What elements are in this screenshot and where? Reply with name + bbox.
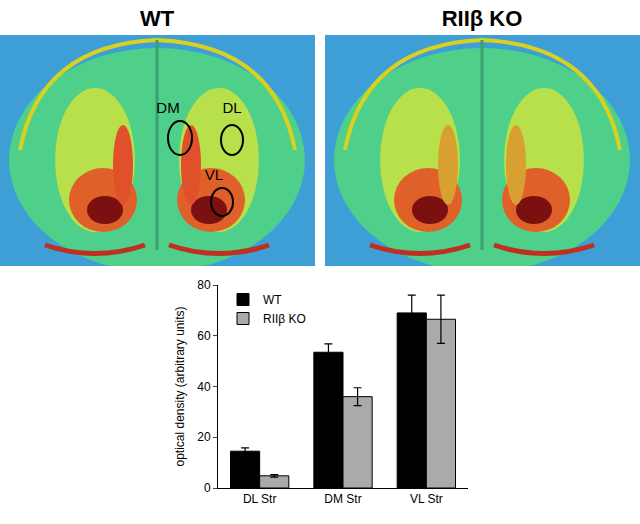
svg-text:0: 0 [204,481,211,495]
svg-text:DL Str: DL Str [243,492,277,506]
svg-text:60: 60 [197,329,211,343]
svg-text:40: 40 [197,380,211,394]
svg-text:WT: WT [263,293,282,307]
svg-text:RIIβ KO: RIIβ KO [263,312,306,326]
svg-text:DL: DL [222,99,241,116]
svg-text:RIIβ KO: RIIβ KO [442,6,523,31]
svg-text:DM Str: DM Str [324,492,361,506]
svg-text:20: 20 [197,430,211,444]
svg-text:80: 80 [197,278,211,292]
svg-text:VL Str: VL Str [410,492,443,506]
svg-text:optical density (arbitrary uni: optical density (arbitrary units) [173,306,187,466]
svg-text:WT: WT [140,6,175,31]
svg-text:DM: DM [156,99,179,116]
svg-text:VL: VL [205,166,223,183]
